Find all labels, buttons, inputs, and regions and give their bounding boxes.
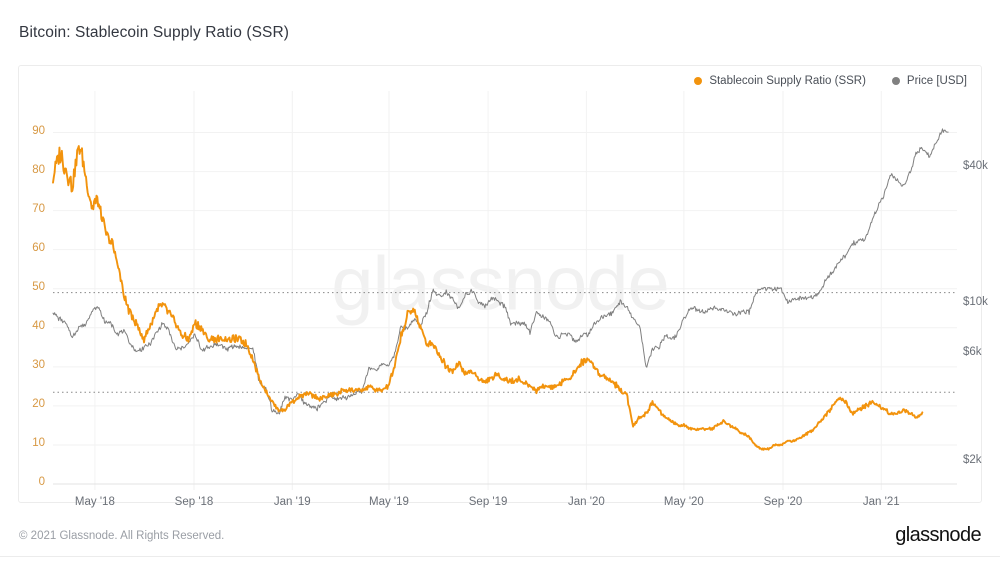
y-axis-right-tick: $6k — [963, 346, 982, 359]
y-axis-left-tick: 20 — [32, 397, 45, 410]
x-axis-tick: May '19 — [369, 496, 409, 508]
y-axis-left-tick: 30 — [32, 358, 45, 371]
chart-panel: Stablecoin Supply Ratio (SSR) Price [USD… — [18, 65, 988, 508]
legend-item-price[interactable]: Price [USD] — [891, 75, 967, 87]
legend-dot-icon — [694, 77, 703, 85]
y-axis-left-tick: 70 — [32, 202, 45, 215]
legend-label-price: Price [USD] — [906, 75, 967, 87]
page-title: Bitcoin: Stablecoin Supply Ratio (SSR) — [19, 24, 290, 41]
y-axis-left-tick: 0 — [38, 476, 45, 488]
y-axis-left-tick: 10 — [32, 436, 45, 449]
footer-divider — [0, 556, 1000, 557]
legend-dot-icon — [891, 77, 900, 85]
gridlines — [53, 91, 957, 490]
y-axis-left-tick: 40 — [32, 319, 45, 332]
y-axis-right-tick: $40k — [963, 159, 988, 172]
legend-item-ssr[interactable]: Stablecoin Supply Ratio (SSR) — [694, 75, 866, 87]
y-axis-right-tick: $10k — [963, 296, 988, 309]
y-axis-left-tick: 50 — [32, 280, 45, 293]
glassnode-logo: glassnode — [895, 524, 981, 546]
copyright-text: © 2021 Glassnode. All Rights Reserved. — [19, 530, 225, 542]
x-axis-tick: May '20 — [663, 496, 704, 508]
series-line-price — [52, 128, 949, 415]
x-axis-tick: Jan '20 — [568, 496, 605, 508]
x-axis-tick: Jan '19 — [273, 496, 311, 508]
x-axis-tick: Sep '20 — [763, 496, 803, 508]
chart-legend: Stablecoin Supply Ratio (SSR) Price [USD… — [694, 75, 967, 87]
y-axis-left-tick: 90 — [32, 124, 45, 137]
x-axis-tick: May '18 — [74, 496, 115, 508]
plot-area[interactable] — [19, 66, 983, 504]
x-axis-tick: Jan '21 — [862, 496, 900, 508]
y-axis-right-tick: $2k — [963, 454, 982, 467]
y-axis-left-tick: 60 — [32, 241, 45, 254]
x-axis-tick: Sep '18 — [174, 496, 214, 508]
y-axis-left-tick: 80 — [32, 163, 45, 176]
series-line-ssr — [52, 145, 924, 451]
legend-label-ssr: Stablecoin Supply Ratio (SSR) — [709, 75, 866, 87]
x-axis-tick: Sep '19 — [468, 496, 508, 508]
